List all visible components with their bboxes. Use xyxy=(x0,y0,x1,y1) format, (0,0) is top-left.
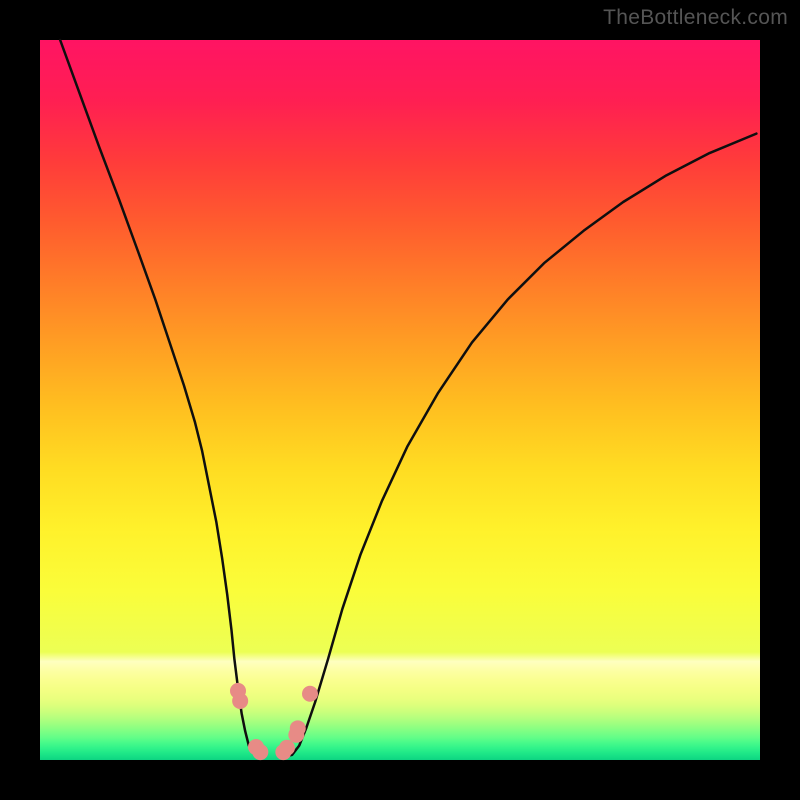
data-marker xyxy=(290,720,306,736)
bottleneck-chart xyxy=(0,0,800,800)
data-marker xyxy=(302,686,318,702)
watermark-text: TheBottleneck.com xyxy=(603,6,788,30)
data-marker xyxy=(232,693,248,709)
gradient-background xyxy=(40,40,760,760)
data-marker xyxy=(279,740,295,756)
data-marker xyxy=(252,744,268,760)
